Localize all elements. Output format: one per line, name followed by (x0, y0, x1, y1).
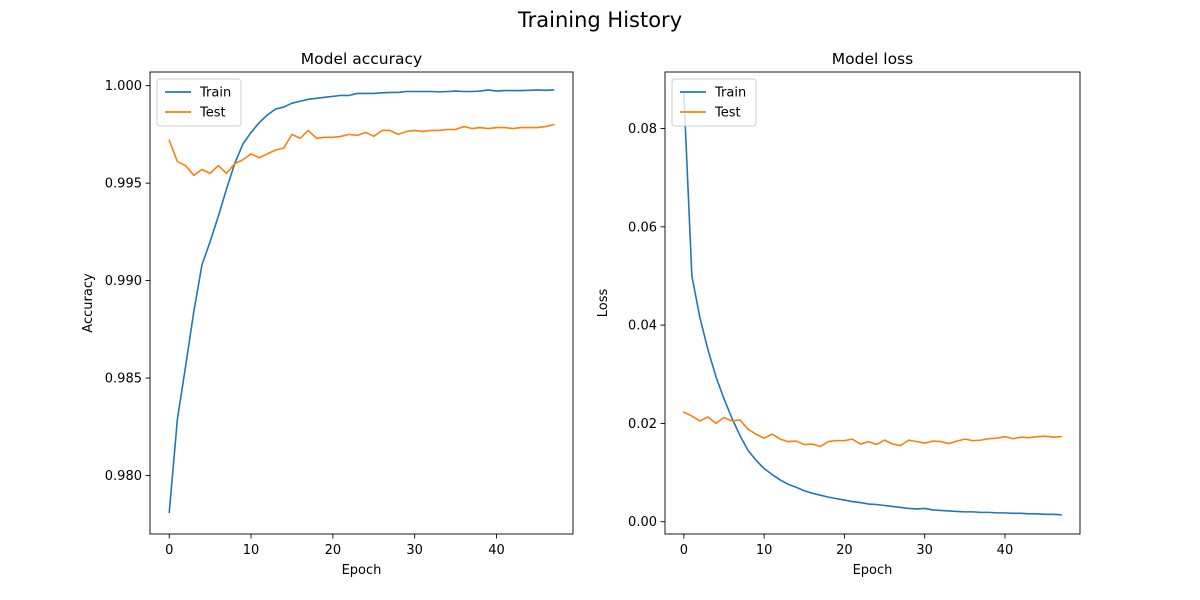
accuracy-xtick-label: 0 (165, 543, 173, 558)
accuracy-xtick-label: 40 (488, 543, 505, 558)
loss-chart-title: Model loss (832, 50, 913, 68)
loss-x-axis-title: Epoch (853, 563, 893, 578)
loss-ytick-label: 0.08 (628, 122, 657, 137)
accuracy-axes-frame (149, 71, 574, 535)
loss-plot: 0 10 20 30 40 0.00 0.02 0.04 0.06 0.08 Model loss E… (596, 50, 1081, 578)
loss-ytick-label: 0.06 (628, 220, 657, 235)
accuracy-x-axis-title: Epoch (342, 563, 382, 578)
loss-xtick-label: 20 (836, 543, 853, 558)
figure-title: Training History (517, 8, 683, 32)
accuracy-series-test-line (168, 123, 555, 177)
loss-y-axis-title: Loss (596, 289, 611, 318)
accuracy-xtick-label: 20 (325, 543, 342, 558)
loss-axes-frame (664, 71, 1081, 535)
accuracy-xtick-label: 30 (406, 543, 423, 558)
loss-ytick-label: 0.00 (628, 515, 657, 530)
loss-xtick-label: 10 (756, 543, 773, 558)
accuracy-legend-label-test: Test (199, 106, 226, 121)
accuracy-legend-label-train: Train (199, 86, 231, 101)
loss-legend-box (671, 78, 757, 127)
accuracy-series-train-line (168, 89, 555, 514)
loss-series-test-line (683, 411, 1062, 448)
loss-legend-label-train: Train (714, 86, 746, 101)
accuracy-y-axis-title: Accuracy (81, 273, 96, 333)
loss-xtick-label: 30 (916, 543, 933, 558)
accuracy-ytick-label: 1.000 (105, 79, 142, 94)
loss-xtick-label: 0 (680, 543, 688, 558)
accuracy-ytick-label: 0.995 (105, 177, 142, 192)
accuracy-legend-box (156, 78, 242, 127)
accuracy-ytick-label: 0.980 (105, 469, 142, 484)
accuracy-ytick-label: 0.985 (105, 372, 142, 387)
accuracy-xtick-label: 10 (243, 543, 260, 558)
loss-ytick-label: 0.04 (628, 319, 657, 334)
loss-legend: Train Test (671, 78, 757, 127)
loss-ytick-label: 0.02 (628, 417, 657, 432)
loss-legend-label-test: Test (714, 106, 741, 121)
accuracy-chart-title: Model accuracy (301, 50, 422, 68)
loss-series-train-line (683, 93, 1062, 516)
accuracy-ytick-label: 0.990 (105, 274, 142, 289)
accuracy-legend: Train Test (156, 78, 242, 127)
accuracy-plot: 0 10 20 30 40 0.980 0.985 0.990 0.995 1.000 Model … (81, 50, 574, 578)
loss-xtick-label: 40 (997, 543, 1014, 558)
